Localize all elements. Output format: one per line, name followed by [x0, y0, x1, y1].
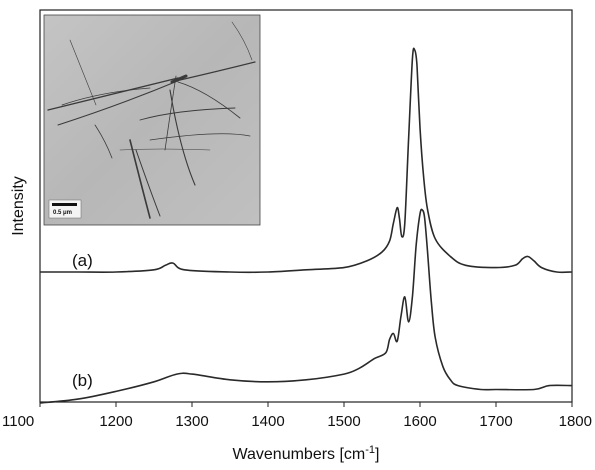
x-axis-title-end: ] — [375, 446, 379, 463]
trace-label-a: (a) — [72, 251, 93, 270]
x-tick-label: 1700 — [479, 413, 512, 430]
x-tick-label: 1100 — [2, 413, 34, 430]
y-axis-title: Intensity — [10, 176, 27, 236]
series-line-a — [40, 47, 573, 274]
plot-frame — [39, 9, 573, 403]
x-tick-label: 1400 — [251, 413, 284, 430]
x-tick-label: 1600 — [403, 413, 436, 430]
x-tick-label: 1300 — [175, 413, 208, 430]
x-axis-title-sup: -1 — [365, 444, 375, 456]
scale-bar-label: 0.5 μm — [53, 210, 72, 216]
x-axis-title: Wavenumbers [cm-1] — [232, 444, 379, 463]
series-layer — [39, 47, 573, 404]
inset-micrograph: 0.5 μm — [43, 14, 261, 226]
x-tick-label: 1200 — [99, 413, 132, 430]
x-axis-ticks: 1100 1200 1300 1400 1500 1600 1700 1800 — [2, 402, 592, 430]
x-axis-title-main: Wavenumbers [cm — [232, 446, 365, 463]
x-tick-label: 1800 — [559, 413, 592, 430]
trace-label-b: (b) — [72, 371, 93, 390]
series-line-b — [39, 208, 573, 404]
x-tick-label: 1500 — [327, 413, 360, 430]
